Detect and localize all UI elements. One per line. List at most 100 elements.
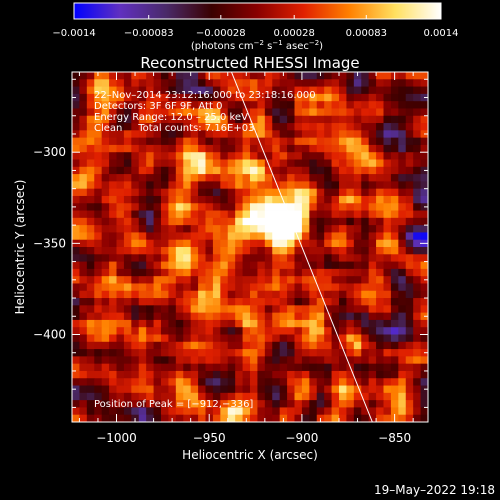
heatmap-cell bbox=[272, 407, 281, 416]
heatmap-cell bbox=[376, 254, 384, 262]
heatmap-cell bbox=[72, 254, 80, 262]
heatmap-cell bbox=[79, 276, 88, 284]
heatmap-cell bbox=[287, 72, 295, 80]
heatmap-cell bbox=[116, 407, 125, 416]
heatmap-cell bbox=[287, 195, 295, 204]
heatmap-cell bbox=[175, 268, 184, 277]
heatmap-cell bbox=[242, 152, 251, 160]
heatmap-cell bbox=[383, 137, 392, 146]
heatmap-cell bbox=[235, 261, 243, 270]
heatmap-cell bbox=[324, 195, 332, 204]
heatmap-cell bbox=[190, 79, 199, 87]
heatmap-cell bbox=[198, 159, 206, 168]
heatmap-cell bbox=[235, 188, 243, 197]
heatmap-cell bbox=[205, 108, 214, 117]
heatmap-cell bbox=[116, 195, 125, 204]
heatmap-cell bbox=[361, 247, 370, 255]
heatmap-cell bbox=[398, 174, 407, 182]
heatmap-cell bbox=[109, 268, 117, 277]
heatmap-cell bbox=[183, 334, 192, 343]
heatmap-cell bbox=[272, 217, 281, 226]
heatmap-cell bbox=[405, 261, 414, 270]
heatmap-cell bbox=[161, 166, 169, 175]
heatmap-cell bbox=[339, 385, 347, 394]
heatmap-cell bbox=[101, 392, 110, 401]
heatmap-cell bbox=[116, 203, 125, 211]
heatmap-cell bbox=[257, 254, 266, 262]
heatmap-cell bbox=[212, 225, 221, 233]
heatmap-cell bbox=[161, 137, 169, 146]
heatmap-cell bbox=[405, 101, 414, 109]
heatmap-cell bbox=[94, 159, 103, 168]
heatmap-cell bbox=[123, 188, 132, 197]
heatmap-cell bbox=[116, 283, 125, 292]
heatmap-cell bbox=[116, 188, 125, 197]
heatmap-cell bbox=[205, 174, 214, 182]
heatmap-cell bbox=[101, 254, 110, 262]
heatmap-cell bbox=[220, 319, 229, 328]
heatmap-cell bbox=[413, 166, 421, 175]
heatmap-cell bbox=[279, 247, 288, 255]
heatmap-cell bbox=[331, 378, 340, 386]
heatmap-cell bbox=[131, 130, 140, 139]
heatmap-cell bbox=[168, 115, 177, 124]
heatmap-cell bbox=[79, 115, 88, 124]
heatmap-cell bbox=[398, 414, 407, 422]
heatmap-cell bbox=[361, 392, 370, 401]
heatmap-cell bbox=[227, 101, 236, 109]
heatmap-cell bbox=[168, 123, 177, 131]
heatmap-cell bbox=[131, 363, 140, 372]
heatmap-cell bbox=[339, 349, 347, 357]
heatmap-cell bbox=[205, 378, 214, 386]
heatmap-cell bbox=[331, 268, 340, 277]
heatmap-cell bbox=[198, 239, 206, 248]
heatmap-cell bbox=[94, 174, 103, 182]
heatmap-cell bbox=[168, 268, 177, 277]
heatmap-cell bbox=[361, 254, 370, 262]
heatmap-cell bbox=[86, 349, 95, 357]
heatmap-cell bbox=[420, 181, 428, 190]
heatmap-cell bbox=[272, 334, 281, 343]
heatmap-cell bbox=[309, 312, 318, 321]
heatmap-cell bbox=[161, 86, 169, 95]
heatmap-cell bbox=[175, 356, 184, 365]
annotation-detectors: Detectors: 3F 6F 9F, Att 0 bbox=[94, 101, 222, 112]
heatmap-cell bbox=[398, 181, 407, 190]
heatmap-cell bbox=[257, 195, 266, 204]
heatmap-cell bbox=[123, 400, 132, 408]
heatmap-cell bbox=[353, 247, 362, 255]
heatmap-cell bbox=[398, 247, 407, 255]
heatmap-cell bbox=[405, 130, 414, 139]
heatmap-cell bbox=[376, 334, 384, 343]
heatmap-cell bbox=[413, 115, 421, 124]
heatmap-cell bbox=[331, 290, 340, 299]
heatmap-cell bbox=[242, 93, 251, 102]
heatmap-cell bbox=[316, 268, 325, 277]
heatmap-cell bbox=[190, 349, 199, 357]
heatmap-cell bbox=[413, 385, 421, 394]
heatmap-cell bbox=[101, 101, 110, 109]
heatmap-cell bbox=[242, 239, 251, 248]
heatmap-cell bbox=[324, 115, 332, 124]
heatmap-cell bbox=[405, 152, 414, 160]
heatmap-cell bbox=[250, 276, 258, 284]
heatmap-cell bbox=[346, 334, 355, 343]
heatmap-cell bbox=[205, 290, 214, 299]
heatmap-cell bbox=[227, 334, 236, 343]
heatmap-cell bbox=[420, 232, 428, 241]
heatmap-cell bbox=[413, 392, 421, 401]
heatmap-cell bbox=[161, 392, 169, 401]
heatmap-cell bbox=[272, 254, 281, 262]
heatmap-cell bbox=[316, 203, 325, 211]
heatmap-cell bbox=[123, 144, 132, 153]
heatmap-cell bbox=[116, 261, 125, 270]
heatmap-cell bbox=[161, 378, 169, 386]
heatmap-cell bbox=[116, 305, 125, 314]
heatmap-cell bbox=[72, 174, 80, 182]
heatmap-cell bbox=[146, 268, 154, 277]
heatmap-cell bbox=[339, 137, 347, 146]
heatmap-cell bbox=[287, 414, 295, 422]
heatmap-cell bbox=[123, 312, 132, 321]
heatmap-cell bbox=[198, 188, 206, 197]
heatmap-cell bbox=[131, 174, 140, 182]
